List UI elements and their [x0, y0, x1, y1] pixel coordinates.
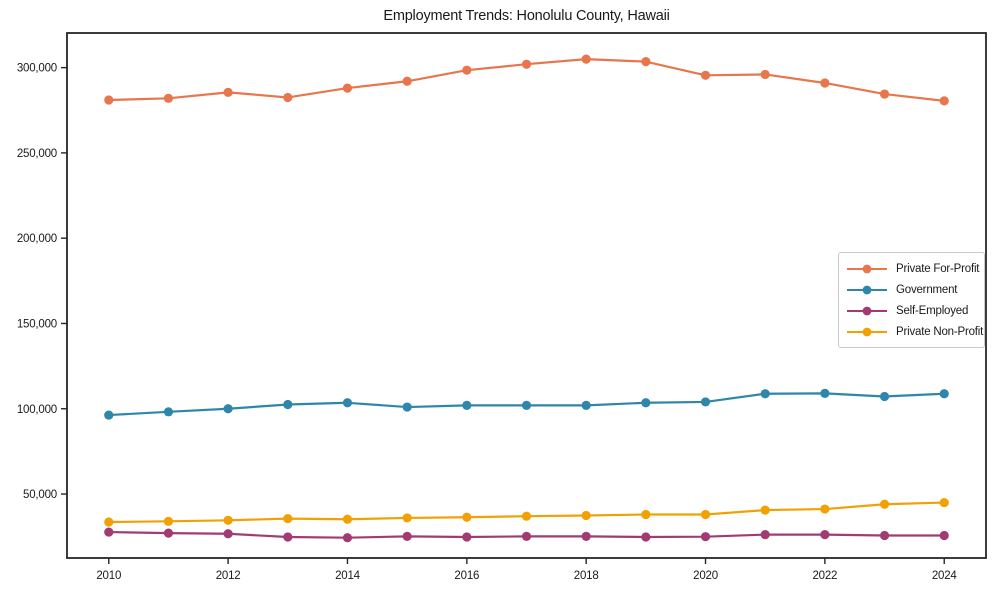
legend-item-government: Government — [845, 279, 978, 300]
data-point-government — [163, 407, 174, 417]
data-point-self-employed — [283, 532, 293, 542]
x-tick-label: 2012 — [216, 570, 241, 582]
data-point-government — [939, 389, 949, 399]
legend-item-private-non-profit: Private Non-Profit — [845, 321, 983, 342]
legend-line-marker-icon — [847, 306, 887, 315]
y-tick-label: 150,000 — [17, 318, 57, 330]
y-tick-label: 100,000 — [17, 404, 57, 416]
data-point-self-employed — [879, 530, 890, 541]
data-point-private-for-profit — [342, 83, 353, 93]
data-point-self-employed — [820, 530, 830, 540]
y-tick-label: 50,000 — [23, 489, 57, 501]
chart-title: Employment Trends: Honolulu County, Hawa… — [383, 8, 670, 24]
x-tick-label: 2010 — [96, 570, 121, 582]
legend-label: Self-Employed — [896, 304, 969, 317]
data-point-private-for-profit — [700, 70, 711, 80]
data-point-private-for-profit — [521, 59, 532, 69]
data-point-private-for-profit — [581, 54, 591, 64]
data-point-private-for-profit — [223, 87, 233, 97]
data-point-government — [104, 410, 114, 420]
y-tick-label: 300,000 — [17, 63, 57, 75]
data-point-government — [581, 400, 591, 410]
data-point-government — [462, 400, 472, 410]
data-point-self-employed — [342, 533, 353, 543]
data-point-government — [283, 399, 293, 410]
legend-item-self-employed: Self-Employed — [845, 300, 978, 321]
data-point-private-non-profit — [879, 499, 890, 509]
data-point-self-employed — [760, 530, 770, 540]
y-tick-label: 250,000 — [17, 148, 57, 160]
data-point-private-for-profit — [283, 92, 293, 103]
x-tick-label: 2018 — [574, 570, 599, 582]
data-point-private-non-profit — [521, 511, 532, 521]
data-point-private-non-profit — [402, 513, 412, 523]
data-point-private-for-profit — [402, 76, 412, 86]
data-point-government — [700, 397, 711, 407]
data-point-private-non-profit — [283, 513, 293, 524]
data-point-private-for-profit — [462, 65, 472, 75]
data-point-private-non-profit — [760, 505, 770, 515]
data-point-private-non-profit — [342, 514, 353, 524]
data-point-government — [223, 404, 233, 414]
data-point-government — [342, 398, 353, 408]
data-point-self-employed — [163, 528, 174, 538]
data-point-government — [879, 391, 890, 402]
data-point-self-employed — [521, 531, 532, 541]
legend: Private For-Profit Government Self-Employe… — [838, 252, 985, 348]
x-tick-label: 2020 — [693, 570, 718, 582]
data-point-self-employed — [939, 530, 949, 541]
data-point-self-employed — [104, 527, 114, 537]
data-point-private-for-profit — [939, 96, 949, 106]
data-point-self-employed — [223, 529, 233, 539]
data-point-government — [820, 388, 830, 399]
data-point-self-employed — [581, 531, 591, 541]
data-point-self-employed — [641, 532, 651, 542]
x-tick-label: 2014 — [335, 570, 361, 582]
data-point-private-for-profit — [104, 95, 114, 105]
data-point-private-for-profit — [760, 69, 770, 80]
legend-label: Private Non-Profit — [896, 325, 984, 338]
legend-item-private-for-profit: Private For-Profit — [845, 258, 980, 279]
data-point-self-employed — [402, 531, 412, 541]
legend-label: Government — [896, 283, 958, 296]
x-tick-label: 2024 — [932, 570, 958, 582]
legend-label: Private For-Profit — [896, 262, 980, 275]
y-tick-label: 200,000 — [17, 233, 57, 245]
legend-line-marker-icon — [847, 285, 887, 294]
data-point-private-non-profit — [700, 509, 711, 520]
data-point-private-for-profit — [879, 89, 890, 99]
data-point-private-non-profit — [820, 504, 830, 514]
data-point-private-for-profit — [163, 93, 174, 103]
legend-line-marker-icon — [847, 264, 887, 273]
data-point-self-employed — [700, 532, 711, 542]
data-point-private-for-profit — [820, 78, 830, 88]
data-point-government — [521, 400, 532, 410]
data-point-private-non-profit — [581, 510, 591, 521]
data-point-government — [402, 402, 412, 412]
plot-frame — [66, 32, 987, 559]
data-point-private-for-profit — [641, 57, 651, 67]
x-tick-label: 2016 — [454, 570, 479, 582]
data-point-government — [641, 398, 651, 408]
data-point-private-non-profit — [641, 509, 651, 520]
legend-line-marker-icon — [847, 327, 887, 336]
data-point-government — [760, 389, 770, 399]
data-point-private-non-profit — [104, 517, 114, 527]
data-point-self-employed — [462, 532, 472, 542]
data-point-private-non-profit — [163, 516, 174, 526]
x-tick-label: 2022 — [812, 570, 837, 582]
data-point-private-non-profit — [462, 512, 472, 522]
data-point-private-non-profit — [939, 497, 949, 508]
data-point-private-non-profit — [223, 515, 233, 525]
